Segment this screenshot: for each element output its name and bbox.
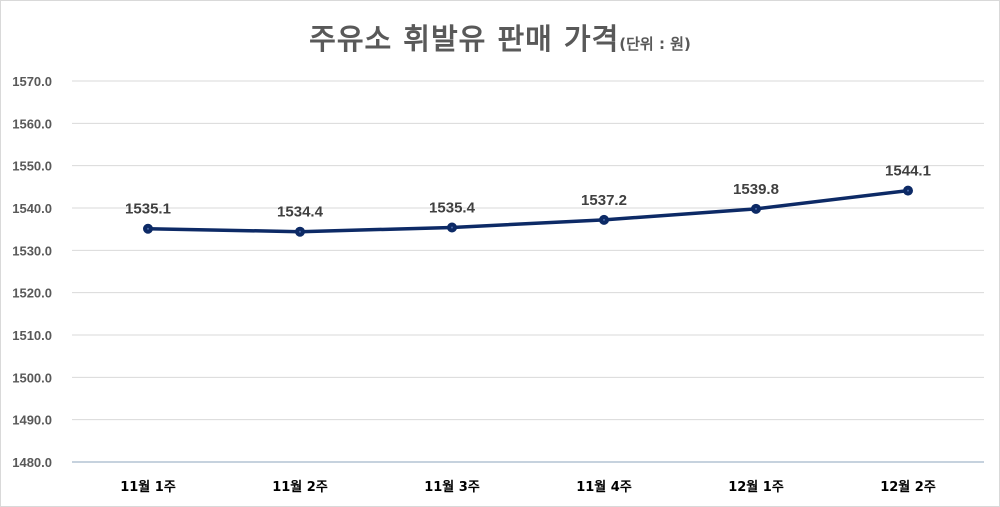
series-line: [143, 185, 913, 237]
y-tick-label: 1560.0: [12, 116, 52, 131]
data-label: 1544.1: [885, 163, 931, 180]
price-line: [147, 188, 909, 234]
marker-center: [755, 207, 757, 210]
y-tick-label: 1550.0: [12, 159, 52, 174]
x-tick-label: 12월 2주: [880, 479, 936, 495]
chart-title-main: 주유소 휘발유 판매 가격: [309, 22, 620, 56]
y-tick-label: 1490.0: [12, 413, 52, 428]
marker-center: [907, 189, 909, 192]
y-tick-label: 1520.0: [12, 286, 52, 301]
x-tick-label: 12월 1주: [728, 479, 784, 495]
marker-center: [147, 227, 149, 230]
data-label: 1537.2: [581, 192, 627, 209]
x-tick-label: 11월 1주: [120, 479, 176, 495]
chart-title-unit: (단위 : 원): [619, 35, 691, 53]
x-tick-label: 11월 2주: [272, 479, 328, 495]
marker-center: [603, 218, 605, 221]
x-axis: 11월 1주 11월 2주 11월 3주 11월 4주 12월 1주 12월 2주: [120, 479, 936, 495]
y-tick-label: 1530.0: [12, 243, 52, 258]
gridlines: [72, 80, 984, 463]
y-axis: 1570.0 1560.0 1550.0 1540.0 1530.0 1520.0 1510…: [12, 74, 52, 470]
data-label: 1534.4: [277, 204, 324, 221]
marker-center: [451, 226, 453, 229]
data-label: 1535.4: [429, 199, 476, 216]
x-tick-label: 11월 3주: [424, 479, 480, 495]
chart-title: 주유소 휘발유 판매 가격(단위 : 원): [0, 16, 1000, 58]
y-tick-label: 1480.0: [12, 455, 52, 470]
y-tick-label: 1540.0: [12, 201, 52, 216]
x-tick-label: 11월 4주: [576, 479, 632, 495]
marker-center: [299, 230, 301, 233]
y-tick-label: 1570.0: [12, 74, 52, 89]
data-label: 1539.8: [733, 181, 779, 198]
y-tick-label: 1510.0: [12, 328, 52, 343]
y-tick-label: 1500.0: [12, 370, 52, 385]
data-label: 1535.1: [125, 201, 171, 218]
data-labels: 1535.1 1534.4 1535.4 1537.2 1539.8 1544.1: [125, 163, 931, 221]
